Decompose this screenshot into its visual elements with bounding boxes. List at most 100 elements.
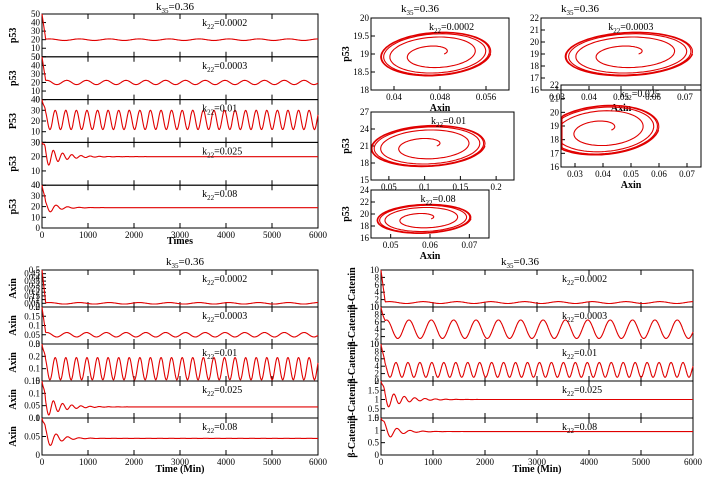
x-tick-label: 0.04 bbox=[595, 169, 611, 179]
trajectory bbox=[564, 31, 694, 77]
y-tick-label: 20 bbox=[360, 13, 370, 23]
y-tick-label: 8 bbox=[375, 346, 380, 356]
y-tick-label: 50 bbox=[31, 52, 41, 62]
y-axis-label: Axin bbox=[8, 389, 19, 410]
y-tick-label: 18 bbox=[550, 135, 560, 145]
x-tick-label: 1000 bbox=[79, 457, 98, 467]
k22-annotation: k22=0.0002 bbox=[202, 18, 247, 31]
y-tick-label: 19.5 bbox=[353, 31, 369, 41]
y-tick-label: 30 bbox=[31, 26, 41, 36]
y-tick-label: 8 bbox=[375, 309, 380, 319]
y-tick-label: 40 bbox=[31, 18, 41, 28]
y-tick-label: 4 bbox=[375, 287, 380, 297]
y-tick-label: 0.1 bbox=[29, 321, 40, 331]
x-tick-label: 0.06 bbox=[422, 240, 438, 250]
k22-annotation: k22=0.01 bbox=[431, 116, 466, 129]
y-tick-label: 22 bbox=[530, 13, 539, 23]
series-line bbox=[41, 13, 318, 42]
y-tick-label: 10 bbox=[31, 212, 41, 222]
x-tick-label: 0 bbox=[40, 457, 45, 467]
y-tick-label: 0.5 bbox=[368, 438, 380, 448]
y-tick-label: 0 bbox=[375, 302, 380, 312]
x-tick-label: 1000 bbox=[424, 457, 443, 467]
x-tick-label: 0.07 bbox=[677, 92, 693, 102]
k22-annotation: k22=0.08 bbox=[202, 422, 237, 435]
x-tick-label: 0.15 bbox=[453, 182, 469, 192]
y-tick-label: 6 bbox=[375, 280, 380, 290]
k22-annotation: k22=0.025 bbox=[620, 89, 660, 102]
y-axis-label: P53 bbox=[8, 113, 19, 129]
y-tick-label: 10 bbox=[370, 302, 380, 312]
phase-portrait-panel: 15 18 21 24 27 0.05 0.1 0.15 0.2 p53 bbox=[341, 107, 515, 192]
y-tick-label: 18 bbox=[360, 221, 370, 231]
panel-frame bbox=[41, 56, 319, 101]
trajectory bbox=[371, 124, 486, 168]
y-tick-label: 0 bbox=[36, 95, 41, 105]
series-line bbox=[380, 269, 694, 305]
panel-frame bbox=[380, 417, 694, 456]
y-axis-label: β-Catenin bbox=[347, 415, 358, 458]
y-tick-label: 0.05 bbox=[24, 432, 40, 442]
x-tick-label: 0.03 bbox=[549, 92, 565, 102]
x-tick-label: 2000 bbox=[125, 230, 144, 240]
p53-time-title: k35=0.36 bbox=[156, 1, 194, 15]
phase-portrait-panel: 16 18 20 22 24 0.05 0.06 0.07 p53 Axin bbox=[341, 185, 490, 262]
x-tick-label: 4000 bbox=[217, 230, 236, 240]
y-tick-label: 17 bbox=[530, 73, 540, 83]
y-tick-label: 24 bbox=[360, 124, 370, 134]
panel-frame bbox=[41, 141, 319, 186]
x-tick-label: 4000 bbox=[217, 457, 236, 467]
y-tick-label: 0.4 bbox=[29, 272, 41, 282]
y-axis-label: Axin bbox=[8, 278, 19, 299]
x-tick-label: 0.06 bbox=[651, 169, 667, 179]
bcat-time-title: k35=0.36 bbox=[501, 256, 539, 270]
y-tick-label: 20 bbox=[31, 77, 41, 87]
trajectory bbox=[561, 104, 660, 156]
y-tick-label: 0.3 bbox=[29, 280, 41, 290]
panel-frame bbox=[41, 380, 319, 419]
x-tick-label: 0.056 bbox=[476, 92, 497, 102]
y-tick-label: 30 bbox=[31, 69, 41, 79]
y-tick-label: 0.15 bbox=[24, 376, 40, 386]
y-tick-label: 10 bbox=[31, 166, 41, 176]
k22-annotation: k22=0.08 bbox=[202, 189, 237, 202]
x-tick-label: 0.05 bbox=[613, 92, 629, 102]
y-tick-label: 21 bbox=[360, 141, 369, 151]
y-tick-label: 0 bbox=[36, 302, 41, 312]
y-tick-label: 1.5 bbox=[368, 385, 380, 395]
y-axis-label: p53 bbox=[341, 138, 352, 154]
series-line bbox=[380, 306, 694, 339]
series-line bbox=[41, 56, 319, 86]
y-axis-label: β-Catenin bbox=[347, 304, 358, 347]
y-tick-label: 0.1 bbox=[29, 295, 40, 305]
x-tick-label: 6000 bbox=[309, 230, 328, 240]
y-tick-label: 0.35 bbox=[24, 276, 40, 286]
series-line bbox=[380, 343, 694, 378]
x-tick-label: 5000 bbox=[263, 230, 282, 240]
y-tick-label: 20 bbox=[31, 116, 41, 126]
y-tick-label: 0.25 bbox=[24, 284, 40, 294]
y-tick-label: 0.05 bbox=[24, 330, 40, 340]
y-tick-label: 0.1 bbox=[29, 388, 40, 398]
y-axis-label: Axin bbox=[8, 352, 19, 373]
y-tick-label: 22 bbox=[550, 80, 559, 90]
panel-frame bbox=[41, 306, 319, 345]
x-tick-label: 0.07 bbox=[679, 169, 695, 179]
k22-annotation: k22=0.08 bbox=[421, 194, 456, 207]
y-tick-label: 0.1 bbox=[29, 413, 40, 423]
p53-time-xlabel: Times bbox=[167, 236, 193, 247]
k22-annotation: k22=0.01 bbox=[202, 348, 237, 361]
series-line bbox=[380, 417, 693, 438]
y-tick-label: 0 bbox=[36, 180, 41, 190]
x-tick-label: 0.03 bbox=[567, 169, 583, 179]
y-tick-label: 18.5 bbox=[353, 67, 369, 77]
y-tick-label: 2 bbox=[375, 295, 380, 305]
x-tick-label: 6000 bbox=[309, 457, 328, 467]
y-tick-label: 0.5 bbox=[29, 265, 41, 275]
trajectory bbox=[380, 31, 492, 77]
